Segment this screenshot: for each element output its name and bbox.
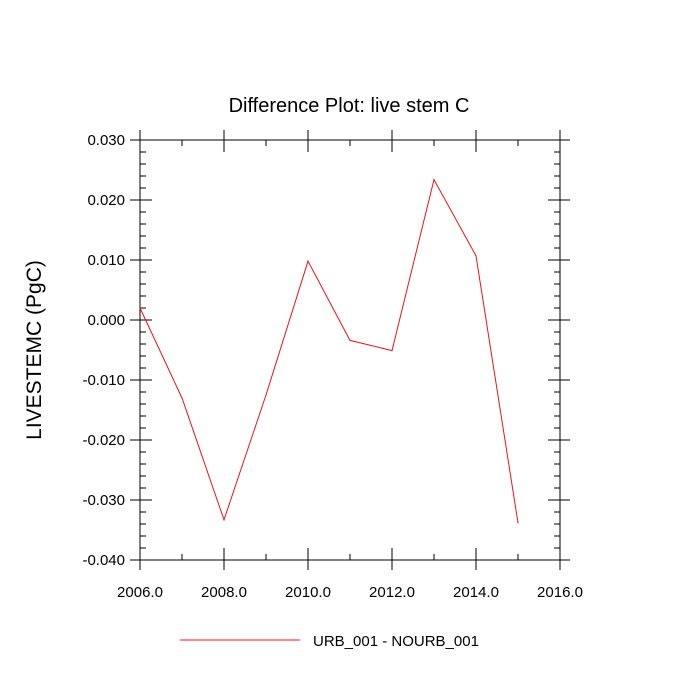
x-tick-label: 2006.0: [117, 584, 163, 601]
data-point: [139, 307, 141, 309]
data-point: [181, 397, 183, 399]
y-axis-label: LIVESTEMC (PgC): [23, 260, 46, 440]
tick-labels: 2006.0 2008.0 2010.0 2012.0 2014.0 2016.0 0.03…: [82, 132, 582, 601]
data-point: [265, 394, 267, 396]
data-point: [391, 350, 393, 352]
x-tick-label: 2016.0: [537, 584, 583, 601]
data-point: [307, 260, 309, 262]
series-layer: [139, 178, 519, 524]
y-tick-label: -0.010: [82, 372, 125, 389]
data-point: [517, 522, 519, 524]
data-point: [475, 255, 477, 257]
legend: URB_001 - NOURB_001: [180, 633, 479, 650]
x-tick-label: 2010.0: [285, 584, 331, 601]
y-tick-label: 0.010: [87, 252, 125, 269]
x-tick-label: 2012.0: [369, 584, 415, 601]
y-tick-label: -0.020: [82, 432, 125, 449]
y-tick-label: 0.000: [87, 312, 125, 329]
y-tick-label: -0.040: [82, 552, 125, 569]
legend-label: URB_001 - NOURB_001: [313, 633, 479, 650]
y-tick-label: 0.030: [87, 132, 125, 149]
axis-ticks: [130, 130, 570, 570]
plot-frame: [139, 139, 561, 561]
y-tick-label: 0.020: [87, 192, 125, 209]
x-tick-label: 2008.0: [201, 584, 247, 601]
x-tick-label: 2014.0: [453, 584, 499, 601]
series-line-0: [139, 178, 519, 523]
data-point: [349, 339, 351, 341]
data-point: [433, 179, 435, 181]
chart-title: Difference Plot: live stem C: [229, 95, 470, 117]
y-tick-label: -0.030: [82, 492, 125, 509]
data-point: [223, 519, 225, 521]
